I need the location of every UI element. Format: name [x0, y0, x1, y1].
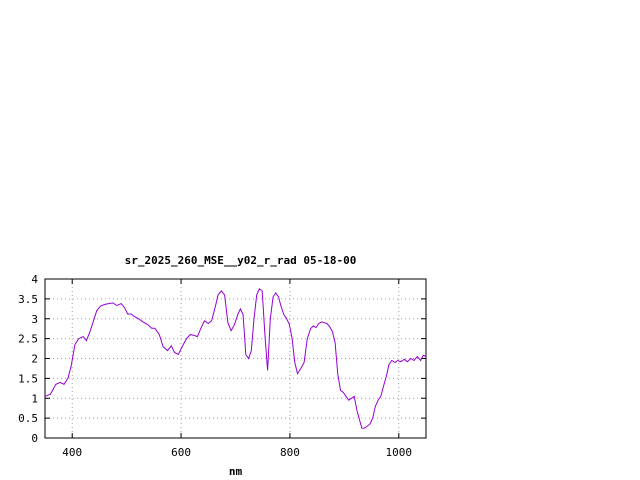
x-tick-label: 400	[62, 446, 82, 459]
y-tick-label: 4	[31, 273, 38, 286]
plot-frame	[44, 278, 427, 439]
y-tick-label: 2.5	[18, 333, 38, 346]
y-tick-labels: 0 0.5 1 1.5 2 2.5 3 3.5 4	[18, 273, 38, 445]
x-tick-label: 1000	[386, 446, 413, 459]
chart-title: sr_2025_260_MSE__y02_r_rad 05-18-00	[125, 254, 357, 267]
y-tick-label: 3	[31, 313, 38, 326]
grid-lines	[45, 279, 426, 438]
spectrum-series-line	[44, 288, 427, 429]
x-axis-label: nm	[229, 465, 243, 478]
y-tick-label: 1.5	[18, 372, 38, 385]
x-tick-labels: 400 600 800 1000	[62, 446, 412, 459]
y-tick-label: 0	[31, 432, 38, 445]
x-tick-label: 800	[280, 446, 300, 459]
y-tick-label: 0.5	[18, 412, 38, 425]
y-tick-label: 1	[31, 392, 38, 405]
y-tick-label: 2	[31, 353, 38, 366]
axis-ticks	[45, 278, 426, 439]
x-tick-label: 600	[171, 446, 191, 459]
y-tick-label: 3.5	[18, 293, 38, 306]
